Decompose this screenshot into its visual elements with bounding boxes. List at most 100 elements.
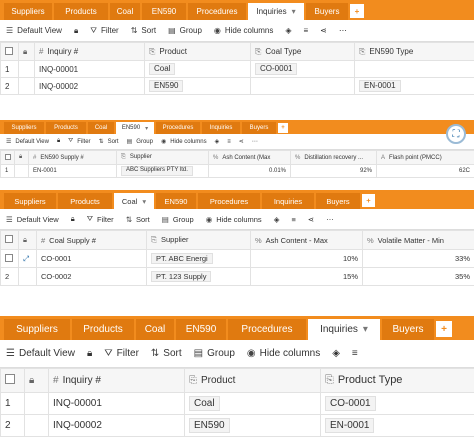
paint-bucket-icon[interactable]: ◈	[332, 348, 340, 359]
add-table-button[interactable]: +	[362, 194, 375, 207]
tab-inquiries[interactable]: Inquiries	[262, 193, 314, 209]
chevron-down-icon[interactable]: ▾	[291, 7, 296, 16]
default-view-button[interactable]: ☰ Default View	[6, 215, 59, 224]
product-cell[interactable]: Coal	[144, 60, 251, 78]
tab-procedures[interactable]: Procedures	[228, 319, 306, 340]
checkbox[interactable]	[5, 235, 13, 243]
linked-record-chip[interactable]: Coal	[149, 62, 176, 76]
product-cell[interactable]: Coal	[184, 392, 321, 415]
chevron-down-icon[interactable]: ▾	[142, 196, 147, 206]
column-header-volatile-matter[interactable]: % Volatile Matter - Min	[362, 230, 474, 250]
row-expand[interactable]	[14, 164, 29, 178]
tab-coal[interactable]: Coal	[136, 319, 174, 340]
ash-cell[interactable]: 0.01%	[208, 164, 291, 178]
table-row[interactable]: 1 EN-0001 ABC Suppliers PTY ltd. 0.01% 9…	[0, 164, 474, 178]
group-button[interactable]: ▤ Group	[127, 138, 153, 146]
row-expand[interactable]	[18, 77, 35, 95]
tab-en590[interactable]: EN590	[156, 193, 196, 209]
linked-record-chip[interactable]: Coal	[189, 396, 220, 411]
checkbox[interactable]	[5, 374, 15, 384]
tab-suppliers[interactable]: Suppliers	[4, 122, 44, 134]
inquiry-cell[interactable]: INQ-00001	[48, 392, 185, 415]
more-icon[interactable]: ⋯	[338, 26, 347, 35]
supplier-cell[interactable]: PT. 123 Supply	[146, 267, 251, 286]
tab-coal[interactable]: Coal	[88, 122, 114, 134]
product-type-cell[interactable]: EN-0001	[320, 414, 474, 437]
linked-record-chip[interactable]: CO-0001	[255, 62, 298, 76]
tab-coal[interactable]: Coal	[110, 3, 140, 20]
tab-en590[interactable]: EN590	[142, 3, 186, 20]
linked-record-chip[interactable]: ABC Suppliers PTY ltd.	[121, 166, 193, 176]
product-type-cell[interactable]: CO-0001	[320, 392, 474, 415]
expand-record-icon[interactable]: ⤢	[18, 249, 37, 268]
tab-procedures[interactable]: Procedures	[188, 3, 246, 20]
column-header-supplier[interactable]: ⎘ Supplier	[116, 150, 209, 165]
group-button[interactable]: ▤ Group	[162, 215, 194, 224]
product-cell[interactable]: EN590	[144, 77, 251, 95]
capture-icon[interactable]: ⛶	[446, 124, 466, 144]
more-icon[interactable]: ⋯	[251, 139, 258, 145]
tab-buyers[interactable]: Buyers	[306, 3, 348, 20]
tab-buyers[interactable]: Buyers	[316, 193, 360, 209]
sort-button[interactable]: ⇅ Sort	[151, 348, 182, 359]
checkbox[interactable]	[5, 153, 11, 160]
hide-columns-button[interactable]: ◉ Hide columns	[206, 215, 262, 224]
select-all-checkbox[interactable]	[0, 42, 19, 61]
linked-record-chip[interactable]: PT. 123 Supply	[151, 270, 212, 283]
row-expand[interactable]	[18, 60, 35, 78]
default-view-button[interactable]: ☰ Default View	[6, 348, 75, 359]
linked-record-chip[interactable]: EN-0001	[359, 79, 401, 93]
column-header-ash-content[interactable]: % Ash Content - Max	[250, 230, 363, 250]
tab-suppliers[interactable]: Suppliers	[4, 3, 52, 20]
column-header-supplier[interactable]: ⎘ Supplier	[146, 230, 251, 250]
filter-button[interactable]: ⛛ Filter	[104, 348, 139, 359]
column-header-distillation[interactable]: % Distillation recovery ...	[290, 150, 377, 165]
tab-suppliers[interactable]: Suppliers	[4, 193, 56, 209]
coal-type-cell[interactable]	[250, 77, 355, 95]
column-header-en590-type[interactable]: ⎘ EN590 Type	[354, 42, 474, 61]
tab-buyers[interactable]: Buyers	[382, 319, 434, 340]
row-expand[interactable]	[24, 414, 49, 437]
tab-inquiries[interactable]: Inquiries ▾	[308, 319, 380, 340]
table-row[interactable]: 2 INQ-00002 EN590 EN-0001	[0, 414, 474, 437]
supply-cell[interactable]: EN-0001	[28, 164, 117, 178]
row-expand[interactable]	[18, 267, 37, 286]
paint-bucket-icon[interactable]: ◈	[285, 26, 292, 35]
select-all-checkbox[interactable]	[0, 230, 19, 250]
supplier-cell[interactable]: PT. ABC Energi	[146, 249, 251, 268]
column-header-product-type[interactable]: ⎘ Product Type	[320, 368, 474, 393]
row-height-icon[interactable]: ≡	[291, 214, 296, 224]
ash-cell[interactable]: 15%	[250, 267, 363, 286]
select-all-checkbox[interactable]	[0, 150, 15, 165]
select-all-checkbox[interactable]	[0, 368, 25, 393]
volatile-cell[interactable]: 35%	[362, 267, 474, 286]
tab-inquiries[interactable]: Inquiries ▾	[248, 3, 304, 20]
column-header-coal-supply[interactable]: # Coal Supply #	[36, 230, 147, 250]
tab-procedures[interactable]: Procedures	[198, 193, 260, 209]
row-height-icon[interactable]: ≡	[303, 26, 309, 35]
row-height-icon[interactable]: ≡	[351, 348, 358, 359]
inquiry-cell[interactable]: INQ-00002	[34, 77, 145, 95]
default-view-button[interactable]: ☰ Default View	[6, 26, 62, 35]
table-row[interactable]: 2 CO-0002 PT. 123 Supply 15% 35%	[0, 267, 474, 286]
sort-button[interactable]: ⇅ Sort	[131, 26, 156, 35]
column-header-ash-content[interactable]: % Ash Content (Max	[208, 150, 291, 165]
linked-record-chip[interactable]: EN-0001	[325, 418, 375, 433]
sort-button[interactable]: ⇅ Sort	[126, 215, 150, 224]
tab-products[interactable]: Products	[54, 3, 108, 20]
column-header-product[interactable]: ⎘ Product	[144, 42, 251, 61]
chevron-down-icon[interactable]: ▾	[145, 125, 149, 132]
tab-products[interactable]: Products	[72, 319, 134, 340]
en590-type-cell[interactable]	[354, 60, 474, 78]
linked-record-chip[interactable]: CO-0001	[325, 396, 376, 411]
paint-bucket-icon[interactable]: ◈	[273, 214, 280, 224]
linked-record-chip[interactable]: EN590	[149, 79, 184, 93]
group-button[interactable]: ▤ Group	[168, 26, 202, 35]
coal-type-cell[interactable]: CO-0001	[250, 60, 355, 78]
hide-columns-button[interactable]: ◉ Hide columns	[247, 348, 320, 359]
lock-icon[interactable]: 🔒︎	[73, 25, 79, 35]
table-row[interactable]: 2 INQ-00002 EN590 EN-0001	[0, 77, 474, 95]
column-header-inquiry[interactable]: # Inquiry #	[48, 368, 185, 393]
product-cell[interactable]: EN590	[184, 414, 321, 437]
more-icon[interactable]: ⋯	[326, 214, 334, 224]
